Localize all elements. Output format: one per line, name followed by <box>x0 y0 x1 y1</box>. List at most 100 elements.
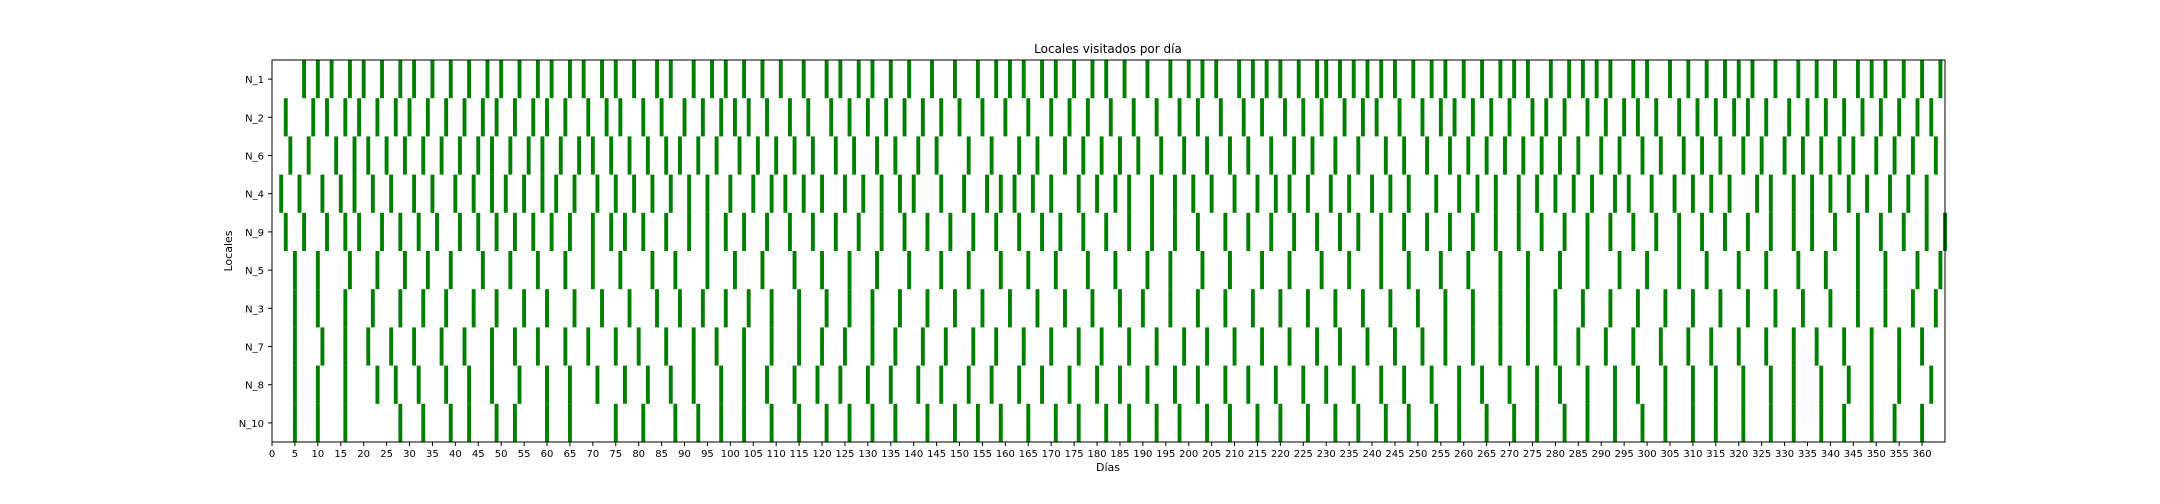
visit-bar <box>650 251 655 290</box>
x-tick-label: 85 <box>655 449 668 460</box>
visit-bar <box>1434 174 1439 213</box>
visit-bar <box>1191 174 1196 213</box>
visit-bar <box>1608 289 1613 328</box>
visit-bar <box>668 365 673 404</box>
visit-bar <box>1026 251 1031 290</box>
visit-bar <box>934 136 939 175</box>
visit-bar <box>865 98 870 137</box>
visit-bar <box>421 289 426 328</box>
x-tick-label: 160 <box>996 449 1015 460</box>
visit-bar <box>1654 98 1659 137</box>
visit-bar <box>357 98 362 137</box>
visit-bar <box>939 365 944 404</box>
visit-bar <box>1645 60 1650 99</box>
visit-bar <box>765 98 769 137</box>
visit-bar <box>1525 251 1530 290</box>
visit-bar <box>1205 136 1209 175</box>
visit-bar <box>535 60 540 99</box>
visit-bar <box>1480 365 1485 404</box>
visit-bar <box>462 327 467 366</box>
visit-bar <box>847 403 852 442</box>
visit-bar <box>824 289 829 328</box>
visit-bar <box>380 60 384 99</box>
visit-bar <box>1828 289 1833 328</box>
visit-bar <box>1810 212 1815 251</box>
x-tick-label: 240 <box>1363 449 1382 460</box>
visit-bar <box>1883 60 1888 99</box>
visit-bar <box>1035 289 1040 328</box>
visit-bar <box>1461 60 1466 99</box>
y-tick-label: N_1 <box>245 75 264 86</box>
visit-bar <box>320 174 325 213</box>
visit-bar <box>490 174 494 213</box>
visit-bar <box>1690 365 1695 404</box>
visit-bar <box>1576 327 1581 366</box>
visit-bar <box>1888 174 1892 213</box>
visit-bar <box>1195 289 1200 328</box>
visit-bar <box>389 174 394 213</box>
visit-bar <box>664 136 669 175</box>
visit-bar <box>916 365 921 404</box>
visit-bar <box>971 327 976 366</box>
visit-bar <box>393 98 398 137</box>
visit-bar <box>943 327 948 366</box>
visit-bar <box>503 174 508 213</box>
visit-bar <box>742 327 747 366</box>
visit-bar <box>870 327 875 366</box>
visit-bar <box>870 289 875 328</box>
visit-bar <box>572 174 577 213</box>
visit-bar <box>292 365 297 404</box>
visit-bar <box>723 212 728 251</box>
visit-bar <box>1269 212 1274 251</box>
visit-bar <box>1338 60 1342 99</box>
visit-bar <box>1842 403 1847 442</box>
visit-bar <box>1897 98 1902 137</box>
visit-bar <box>1347 251 1352 290</box>
visit-bar <box>1186 60 1191 99</box>
visit-bar <box>1200 60 1205 99</box>
visit-bar <box>1658 136 1663 175</box>
visit-bar <box>1585 98 1590 137</box>
visit-bar <box>1869 327 1874 366</box>
visit-bar <box>1768 365 1773 404</box>
visit-bar <box>375 251 380 290</box>
visit-bar <box>1058 212 1063 251</box>
visit-bar <box>1833 60 1837 99</box>
visit-bar <box>1484 136 1489 175</box>
visit-bar <box>1892 403 1897 442</box>
visit-bar <box>1567 60 1572 99</box>
visit-bar <box>1315 60 1319 99</box>
visit-bar <box>838 60 843 99</box>
visit-bar <box>843 174 847 213</box>
visit-bar <box>810 136 815 175</box>
visit-bar <box>329 60 334 99</box>
visit-bar <box>1805 98 1810 137</box>
visit-bar <box>1690 403 1695 442</box>
visit-bar <box>668 174 673 213</box>
visit-bar <box>769 403 774 442</box>
visit-bar <box>1874 136 1879 175</box>
visit-bar <box>994 212 999 251</box>
visit-bar <box>1929 98 1934 137</box>
visit-bar <box>1892 136 1897 175</box>
visit-bar <box>1525 327 1530 366</box>
visit-bar <box>499 60 504 99</box>
visit-bar <box>1273 174 1278 213</box>
visit-bar <box>1585 251 1590 290</box>
visit-bar <box>948 212 953 251</box>
visit-bar <box>1548 60 1553 99</box>
visit-bar <box>1127 212 1132 251</box>
visit-bar <box>1599 136 1604 175</box>
visit-bar <box>526 136 531 175</box>
visit-bar <box>843 327 847 366</box>
visit-bar <box>439 327 444 366</box>
visit-bar <box>567 403 572 442</box>
visit-bar <box>306 136 311 175</box>
visit-bar <box>673 403 678 442</box>
visit-bar <box>444 289 449 328</box>
visit-bar <box>1920 327 1925 366</box>
visit-bar <box>567 60 572 99</box>
visit-bar <box>609 136 614 175</box>
visit-bar <box>343 365 348 404</box>
visit-bar <box>343 327 348 366</box>
